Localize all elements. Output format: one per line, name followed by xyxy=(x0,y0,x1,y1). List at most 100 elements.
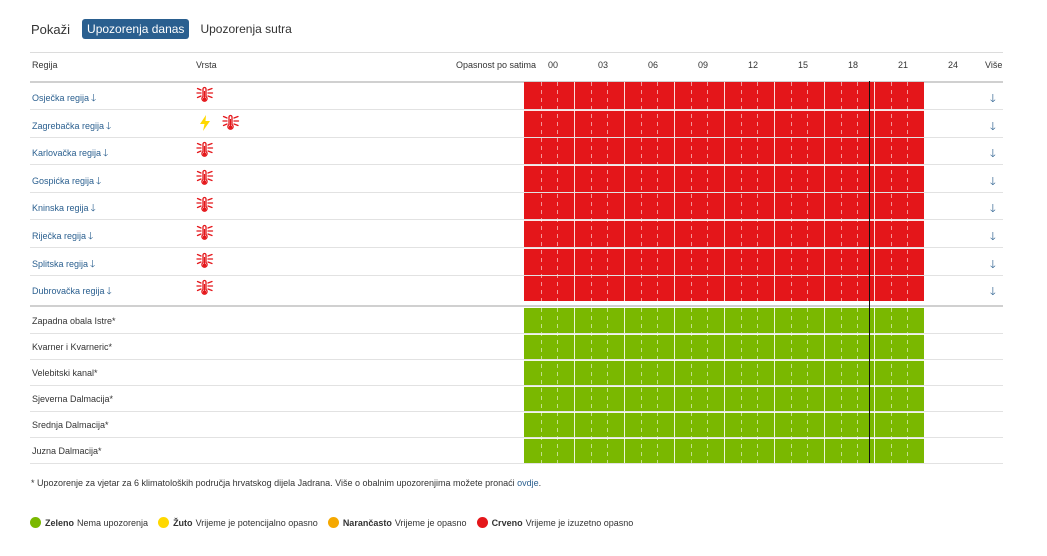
arrow-down-icon[interactable]: 🡓 xyxy=(990,121,996,133)
coastal-area-label: Zapadna obala Istre* xyxy=(32,316,116,326)
hour-divider xyxy=(574,82,575,301)
table-row: Riječka regija 🡓 🡓 xyxy=(30,220,1003,248)
heat-icon xyxy=(196,279,214,297)
arrow-down-icon[interactable]: 🡓 xyxy=(990,93,996,105)
arrow-down-icon[interactable]: 🡓 xyxy=(990,231,996,243)
hour-divider xyxy=(790,82,792,301)
warning-types xyxy=(196,141,214,159)
red-dot-icon xyxy=(476,517,488,528)
footnote: * Upozorenje za vjetar za 6 klimatološki… xyxy=(31,478,542,488)
row-divider xyxy=(524,386,924,387)
orange-dot-icon xyxy=(327,517,339,528)
hour-divider xyxy=(624,82,625,301)
hour-tick: 21 xyxy=(898,60,909,70)
hour-tick: 12 xyxy=(748,60,759,70)
region-link[interactable]: Osječka regija 🡓 xyxy=(32,93,97,104)
legend-item: Žuto Vrijeme je potencijalno opasno xyxy=(158,517,318,528)
coastal-area-label: Kvarner i Kvarneric* xyxy=(32,342,113,352)
hour-tick: 18 xyxy=(848,60,859,70)
row-divider xyxy=(524,248,924,249)
table-row: Srednja Dalmacija* xyxy=(30,412,1003,438)
yellow-dot-icon xyxy=(158,517,170,528)
region-link[interactable]: Karlovačka regija 🡓 xyxy=(32,148,109,159)
region-link[interactable]: Dubrovačka regija 🡓 xyxy=(32,286,112,297)
table-row: Splitska regija 🡓 🡓 xyxy=(30,248,1003,276)
warning-types xyxy=(196,252,214,270)
table-row: Karlovačka regija 🡓 🡓 xyxy=(30,137,1003,165)
hour-divider xyxy=(907,82,909,301)
heat-icon xyxy=(196,86,214,104)
heat-icon xyxy=(196,224,214,242)
table-row: Juzna Dalmacija* xyxy=(30,438,1003,464)
arrow-down-icon[interactable]: 🡓 xyxy=(990,148,996,160)
hour-divider xyxy=(707,82,709,301)
tab-today[interactable]: Upozorenja danas xyxy=(82,19,190,39)
more-info-link[interactable]: ovdje xyxy=(517,478,539,488)
hour-tick: 09 xyxy=(698,60,709,70)
table-row: Sjeverna Dalmacija* xyxy=(30,386,1003,412)
heat-icon xyxy=(196,169,214,187)
group-divider xyxy=(30,305,1003,307)
hour-divider xyxy=(890,82,892,301)
table-row: Zagrebačka regija 🡓 🡓 xyxy=(30,110,1003,138)
coastal-area-label: Juzna Dalmacija* xyxy=(32,446,102,456)
heat-icon xyxy=(222,114,240,132)
table-row: Kvarner i Kvarneric* xyxy=(30,334,1003,360)
hour-divider xyxy=(807,82,809,301)
arrow-down-icon: 🡓 xyxy=(90,203,96,214)
arrow-down-icon: 🡓 xyxy=(106,121,112,132)
hour-tick: 03 xyxy=(598,60,609,70)
arrow-down-icon: 🡓 xyxy=(106,286,112,297)
hour-divider xyxy=(640,82,642,301)
row-divider xyxy=(524,438,924,439)
coastal-area-label: Velebitski kanal* xyxy=(32,368,98,378)
table-row: Osječka regija 🡓 🡓 xyxy=(30,82,1003,110)
table-row: Kninska regija 🡓 🡓 xyxy=(30,192,1003,220)
region-link[interactable]: Splitska regija 🡓 xyxy=(32,259,96,270)
tab-tomorrow[interactable]: Upozorenja sutra xyxy=(200,22,292,36)
region-link[interactable]: Riječka regija 🡓 xyxy=(32,231,94,242)
coastal-area-label: Srednja Dalmacija* xyxy=(32,420,109,430)
hour-tick: 06 xyxy=(648,60,659,70)
lightning-icon xyxy=(196,114,214,132)
legend-item: Zeleno Nema upozorenja xyxy=(30,517,148,528)
row-divider xyxy=(524,334,924,335)
hour-divider xyxy=(590,82,592,301)
legend-item: Narančasto Vrijeme je opasno xyxy=(327,517,467,528)
hour-divider xyxy=(757,82,759,301)
heat-icon xyxy=(196,141,214,159)
hour-divider xyxy=(774,82,775,301)
arrow-down-icon[interactable]: 🡓 xyxy=(990,176,996,188)
warning-types xyxy=(196,86,214,104)
region-link[interactable]: Kninska regija 🡓 xyxy=(32,203,96,214)
table-row: Velebitski kanal* xyxy=(30,360,1003,386)
region-link[interactable]: Gospićka regija 🡓 xyxy=(32,176,102,187)
heat-icon xyxy=(196,196,214,214)
row-divider xyxy=(524,220,924,221)
arrow-down-icon: 🡓 xyxy=(96,176,102,187)
hour-divider xyxy=(607,82,609,301)
arrow-down-icon[interactable]: 🡓 xyxy=(990,259,996,271)
table-row: Dubrovačka regija 🡓 🡓 xyxy=(30,275,1003,302)
arrow-down-icon: 🡓 xyxy=(88,231,94,242)
table-header: Regija Vrsta Opasnost po satima 00 03 06… xyxy=(30,52,1003,83)
region-link[interactable]: Zagrebačka regija 🡓 xyxy=(32,121,112,132)
legend-item: Crveno Vrijeme je izuzetno opasno xyxy=(476,517,633,528)
hour-tick: 24 xyxy=(948,60,959,70)
hour-divider xyxy=(540,82,542,301)
row-divider xyxy=(524,360,924,361)
table-row: Zapadna obala Istre* xyxy=(30,308,1003,334)
hour-divider xyxy=(857,82,859,301)
current-time-marker xyxy=(869,81,870,463)
warning-types xyxy=(196,224,214,242)
hour-divider xyxy=(690,82,692,301)
col-more: Više xyxy=(985,60,1003,70)
warning-types xyxy=(196,279,214,297)
col-hours: Opasnost po satima xyxy=(456,60,537,70)
arrow-down-icon[interactable]: 🡓 xyxy=(990,203,996,215)
arrow-down-icon[interactable]: 🡓 xyxy=(990,286,996,298)
arrow-down-icon: 🡓 xyxy=(91,93,97,104)
heat-icon xyxy=(196,252,214,270)
hour-divider xyxy=(557,82,559,301)
hour-divider xyxy=(724,82,725,301)
